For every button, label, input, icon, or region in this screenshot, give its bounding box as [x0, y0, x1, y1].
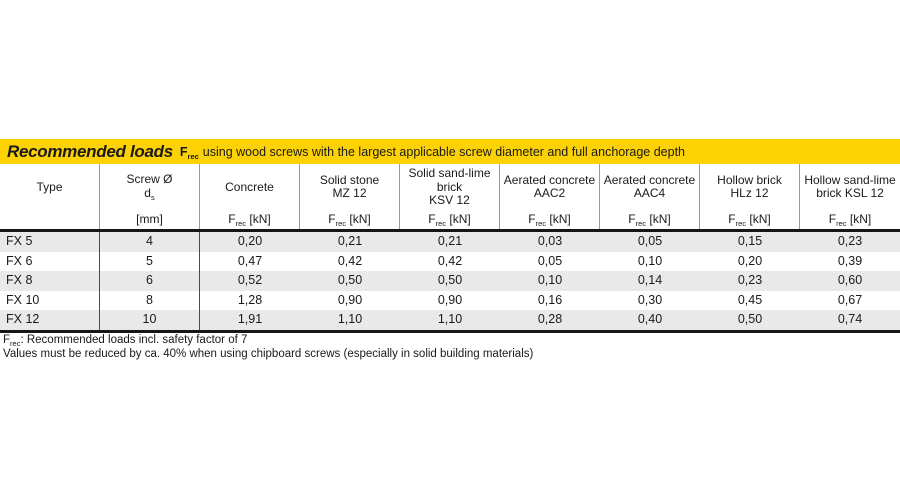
value-cell: 0,50: [737, 312, 763, 327]
value-cell: 0,74: [837, 312, 863, 327]
value-cell: 0,20: [237, 234, 263, 248]
ds-symbol: ds: [144, 185, 155, 202]
value-cell: 1,91: [237, 312, 263, 327]
column-unit-frec-kn: Frec [kN]: [528, 211, 571, 228]
value-cell: 0,52: [237, 273, 263, 288]
table-row: FX 8 6 0,52 0,50 0,50 0,10 0,14 0,23 0,6…: [0, 271, 900, 291]
column-label: Hollow brick: [717, 172, 782, 187]
title-bar: Recommended loads Frec using wood screws…: [0, 139, 900, 164]
value-cell: 0,50: [337, 273, 363, 288]
type-cell: FX 12: [0, 310, 100, 330]
column-label: brick: [436, 179, 463, 194]
value-cell: 10: [100, 310, 200, 330]
column-header-concrete: Concrete Frec [kN]: [200, 164, 300, 230]
value-cell: 8: [100, 290, 200, 311]
value-cell: 5: [100, 251, 200, 272]
type-cell: FX 6: [0, 251, 100, 272]
column-unit-frec-kn: Frec [kN]: [628, 211, 671, 228]
column-unit-mm: [mm]: [136, 211, 163, 226]
value-cell: 0,28: [537, 312, 563, 327]
value-cell: 0,15: [737, 234, 763, 248]
type-cell: FX 8: [0, 271, 100, 291]
value-cell: 0,42: [337, 253, 363, 268]
type-cell: FX 5: [0, 232, 100, 252]
value-cell: 0,10: [537, 273, 563, 288]
value-cell: 0,03: [537, 234, 563, 248]
column-header-screw-diameter: Screw Ø ds [mm]: [100, 164, 200, 230]
header-bottom-rule: [0, 229, 900, 232]
value-cell: 0,39: [837, 253, 863, 268]
column-label: Aerated concrete: [603, 172, 696, 187]
value-cell: 0,23: [837, 234, 863, 248]
column-label: Solid stone: [319, 172, 380, 187]
column-unit-frec-kn: Frec [kN]: [828, 211, 872, 228]
footnotes: Frec: Recommended loads incl. safety fac…: [3, 334, 533, 361]
footnote-safety-factor: Frec: Recommended loads incl. safety fac…: [3, 334, 248, 348]
value-cell: 0,05: [537, 253, 563, 268]
table-header-row: Type Screw Ø ds [mm] Concrete Frec [kN] …: [0, 164, 900, 230]
value-cell: 1,10: [337, 312, 363, 327]
column-label: AAC2: [533, 186, 566, 201]
value-cell: 1,10: [437, 312, 463, 327]
column-header-aerated-concrete-aac2: Aerated concrete AAC2 Frec [kN]: [500, 164, 600, 230]
value-cell: 0,40: [637, 312, 663, 327]
value-cell: 0,21: [437, 234, 463, 248]
column-label: Hollow sand-lime: [804, 172, 896, 187]
table-body: FX 5 4 0,20 0,21 0,21 0,03 0,05 0,15 0,2…: [0, 232, 900, 330]
column-label: AAC4: [633, 186, 666, 201]
table-bottom-rule: [0, 330, 900, 333]
value-cell: 1,28: [237, 292, 263, 307]
frec-symbol: Frec: [179, 144, 199, 161]
value-cell: 0,16: [537, 292, 563, 307]
column-label: Screw Ø: [126, 172, 173, 187]
column-label: HLz 12: [730, 186, 769, 201]
table-row: FX 10 8 1,28 0,90 0,90 0,16 0,30 0,45 0,…: [0, 290, 900, 311]
column-header-solid-stone: Solid stone MZ 12 Frec [kN]: [300, 164, 400, 230]
table-row: FX 6 5 0,47 0,42 0,42 0,05 0,10 0,20 0,3…: [0, 251, 900, 272]
value-cell: 0,05: [637, 234, 663, 248]
column-label: Type: [36, 179, 63, 194]
column-unit-frec-kn: Frec [kN]: [328, 211, 371, 228]
column-header-type: Type: [0, 164, 100, 230]
column-label: Concrete: [225, 179, 274, 194]
column-label: brick KSL 12: [816, 186, 884, 201]
column-header-solid-sand-lime-brick: Solid sand-lime brick KSV 12 Frec [kN]: [400, 164, 500, 230]
column-header-aerated-concrete-aac4: Aerated concrete AAC4 Frec [kN]: [600, 164, 700, 230]
column-label: MZ 12: [332, 186, 367, 201]
value-cell: 4: [100, 232, 200, 252]
value-cell: 0,10: [637, 253, 663, 268]
footnote-chipboard-screws: Values must be reduced by ca. 40% when u…: [3, 347, 534, 360]
table-row: FX 12 10 1,91 1,10 1,10 0,28 0,40 0,50 0…: [0, 310, 900, 330]
column-unit-empty: [1, 212, 98, 228]
value-cell: 0,60: [837, 273, 863, 288]
value-cell: 0,50: [437, 273, 463, 288]
type-cell: FX 10: [0, 290, 100, 311]
value-cell: 0,20: [737, 253, 763, 268]
column-label: KSV 12: [429, 193, 470, 207]
table-row: FX 5 4 0,20 0,21 0,21 0,03 0,05 0,15 0,2…: [0, 232, 900, 252]
title-subtitle: using wood screws with the largest appli…: [202, 144, 686, 159]
column-header-hollow-brick: Hollow brick HLz 12 Frec [kN]: [700, 164, 800, 230]
value-cell: 0,14: [637, 273, 663, 288]
value-cell: 0,90: [437, 292, 463, 307]
value-cell: 0,30: [637, 292, 663, 307]
value-cell: 6: [100, 271, 200, 291]
value-cell: 0,90: [337, 292, 363, 307]
column-label: Aerated concrete: [503, 172, 596, 187]
column-header-hollow-sand-lime-brick: Hollow sand-lime brick KSL 12 Frec [kN]: [800, 164, 900, 230]
value-cell: 0,42: [437, 253, 463, 268]
column-unit-frec-kn: Frec [kN]: [728, 211, 771, 228]
value-cell: 0,45: [737, 292, 763, 307]
value-cell: 0,21: [337, 234, 363, 248]
column-label: Solid sand-lime: [408, 166, 491, 180]
value-cell: 0,23: [737, 273, 763, 288]
column-unit-frec-kn: Frec [kN]: [428, 211, 471, 228]
page-title: Recommended loads: [7, 141, 173, 161]
value-cell: 0,47: [237, 253, 263, 268]
column-unit-frec-kn: Frec [kN]: [228, 211, 271, 228]
value-cell: 0,67: [837, 292, 863, 307]
